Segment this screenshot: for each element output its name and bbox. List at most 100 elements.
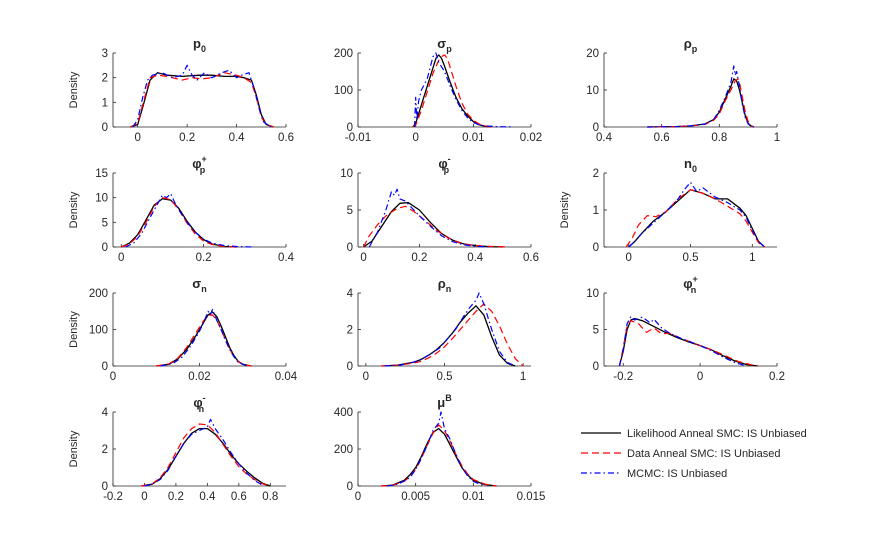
panel-title: ρn bbox=[438, 276, 452, 294]
x-tick-label: 0.2 bbox=[769, 371, 785, 383]
y-tick-label: 100 bbox=[89, 325, 108, 337]
series-line-likelihood bbox=[381, 305, 516, 367]
x-tick-label: 0.01 bbox=[462, 491, 484, 503]
y-axis-label: Density bbox=[68, 430, 80, 467]
series-line-likelihood bbox=[647, 78, 755, 128]
x-tick-label: 0.4 bbox=[199, 491, 216, 503]
y-tick-label: 0 bbox=[347, 122, 353, 134]
y-axis-label: Density bbox=[68, 311, 80, 348]
series-line-data-anneal bbox=[141, 423, 271, 487]
y-tick-label: 20 bbox=[586, 48, 599, 60]
x-tick-label: 0 bbox=[110, 371, 116, 383]
series-line-mcmc bbox=[384, 292, 516, 367]
x-tick-label: 0.2 bbox=[196, 252, 212, 264]
y-tick-label: 0 bbox=[102, 361, 108, 373]
series-line-mcmc bbox=[647, 65, 755, 128]
x-tick-label: 0 bbox=[697, 371, 703, 383]
y-tick-label: 100 bbox=[334, 85, 353, 97]
y-tick-label: 10 bbox=[95, 193, 108, 205]
y-tick-label: 3 bbox=[102, 48, 108, 60]
series-line-data-anneal bbox=[381, 303, 524, 367]
series-line-mcmc bbox=[618, 315, 747, 367]
series-line-mcmc bbox=[386, 411, 486, 487]
x-tick-label: 0.2 bbox=[411, 252, 427, 264]
x-tick-label: 1 bbox=[774, 132, 780, 144]
series-line-data-anneal bbox=[625, 189, 765, 248]
panel-title: σp bbox=[437, 36, 452, 54]
panel-title: ρp bbox=[684, 36, 698, 54]
y-tick-label: 5 bbox=[593, 325, 599, 337]
x-tick-label: 0.4 bbox=[229, 132, 246, 144]
x-tick-label: 0 bbox=[363, 371, 369, 383]
panel-title: μB bbox=[437, 393, 452, 410]
legend-label: Data Anneal SMC: IS Unbiased bbox=[627, 448, 780, 460]
y-tick-label: 0 bbox=[102, 122, 108, 134]
series-line-likelihood bbox=[120, 198, 237, 248]
x-tick-label: 0.015 bbox=[517, 491, 546, 503]
panel-11: 0 0.005 0.01 0.015 0 200 400 μB bbox=[334, 393, 546, 503]
y-tick-label: 0 bbox=[593, 361, 599, 373]
series-line-data-anneal bbox=[120, 197, 237, 248]
y-axis-label: Density bbox=[559, 191, 571, 228]
x-tick-label: 0.6 bbox=[278, 132, 294, 144]
x-tick-label: 0.02 bbox=[520, 132, 542, 144]
y-tick-label: 0 bbox=[593, 242, 599, 254]
y-tick-label: 1 bbox=[593, 205, 599, 217]
series-line-data-anneal bbox=[363, 205, 509, 248]
y-tick-label: 5 bbox=[102, 217, 108, 229]
y-tick-label: 2 bbox=[102, 73, 108, 85]
y-tick-label: 0 bbox=[347, 361, 353, 373]
y-tick-label: 4 bbox=[347, 288, 354, 300]
panel-title: σn bbox=[192, 276, 206, 294]
y-tick-label: 10 bbox=[586, 288, 599, 300]
x-tick-label: 0.6 bbox=[523, 252, 539, 264]
x-tick-label: 1 bbox=[749, 252, 755, 264]
x-tick-label: 0.5 bbox=[683, 252, 699, 264]
legend: Likelihood Anneal SMC: IS Unbiased Data A… bbox=[581, 428, 807, 480]
x-tick-label: -0.01 bbox=[345, 132, 371, 144]
x-tick-label: 0 bbox=[626, 252, 632, 264]
x-tick-label: 0.4 bbox=[596, 132, 613, 144]
x-tick-label: 0.8 bbox=[262, 491, 278, 503]
series-line-data-anneal bbox=[618, 320, 758, 367]
x-tick-label: 0.01 bbox=[462, 132, 484, 144]
series-line-likelihood bbox=[156, 311, 252, 367]
x-tick-label: 0.2 bbox=[168, 491, 184, 503]
x-tick-label: 0.6 bbox=[654, 132, 670, 144]
series-line-likelihood bbox=[363, 201, 504, 248]
x-tick-label: 0.5 bbox=[437, 371, 453, 383]
series-line-likelihood bbox=[618, 317, 758, 367]
x-tick-label: 0 bbox=[355, 491, 361, 503]
legend-label: Likelihood Anneal SMC: IS Unbiased bbox=[627, 428, 807, 440]
y-tick-label: 2 bbox=[347, 325, 353, 337]
x-tick-label: 0.6 bbox=[231, 491, 247, 503]
y-tick-label: 200 bbox=[334, 444, 353, 456]
x-tick-label: 0.005 bbox=[401, 491, 430, 503]
panel-title: φ-n bbox=[193, 393, 205, 414]
x-tick-label: 0.02 bbox=[188, 371, 210, 383]
series-line-mcmc bbox=[132, 64, 272, 128]
series-line-mcmc bbox=[368, 188, 490, 248]
y-axis-label: Density bbox=[68, 71, 80, 108]
x-tick-label: 0 bbox=[135, 132, 141, 144]
x-tick-label: 0 bbox=[141, 491, 147, 503]
y-tick-label: 200 bbox=[89, 288, 108, 300]
panel-5: 0 0.2 0.4 0.6 0 5 10 φ-p bbox=[340, 154, 539, 264]
y-tick-label: 10 bbox=[340, 168, 353, 180]
panel-9: -0.2 0 0.2 0 5 10 φ+ n bbox=[586, 274, 785, 383]
y-tick-label: 2 bbox=[593, 168, 599, 180]
x-tick-label: 0 bbox=[412, 132, 418, 144]
panel-title: n0 bbox=[684, 156, 697, 174]
x-tick-label: 0.8 bbox=[711, 132, 727, 144]
series-line-data-anneal bbox=[412, 54, 491, 128]
x-tick-label: 0.4 bbox=[467, 252, 484, 264]
panel-title: φ+ p bbox=[192, 154, 207, 175]
x-tick-label: -0.2 bbox=[103, 491, 123, 503]
series-line-likelihood bbox=[412, 54, 491, 128]
panel-title: φ+ n bbox=[683, 274, 698, 295]
y-tick-label: 0 bbox=[593, 122, 599, 134]
